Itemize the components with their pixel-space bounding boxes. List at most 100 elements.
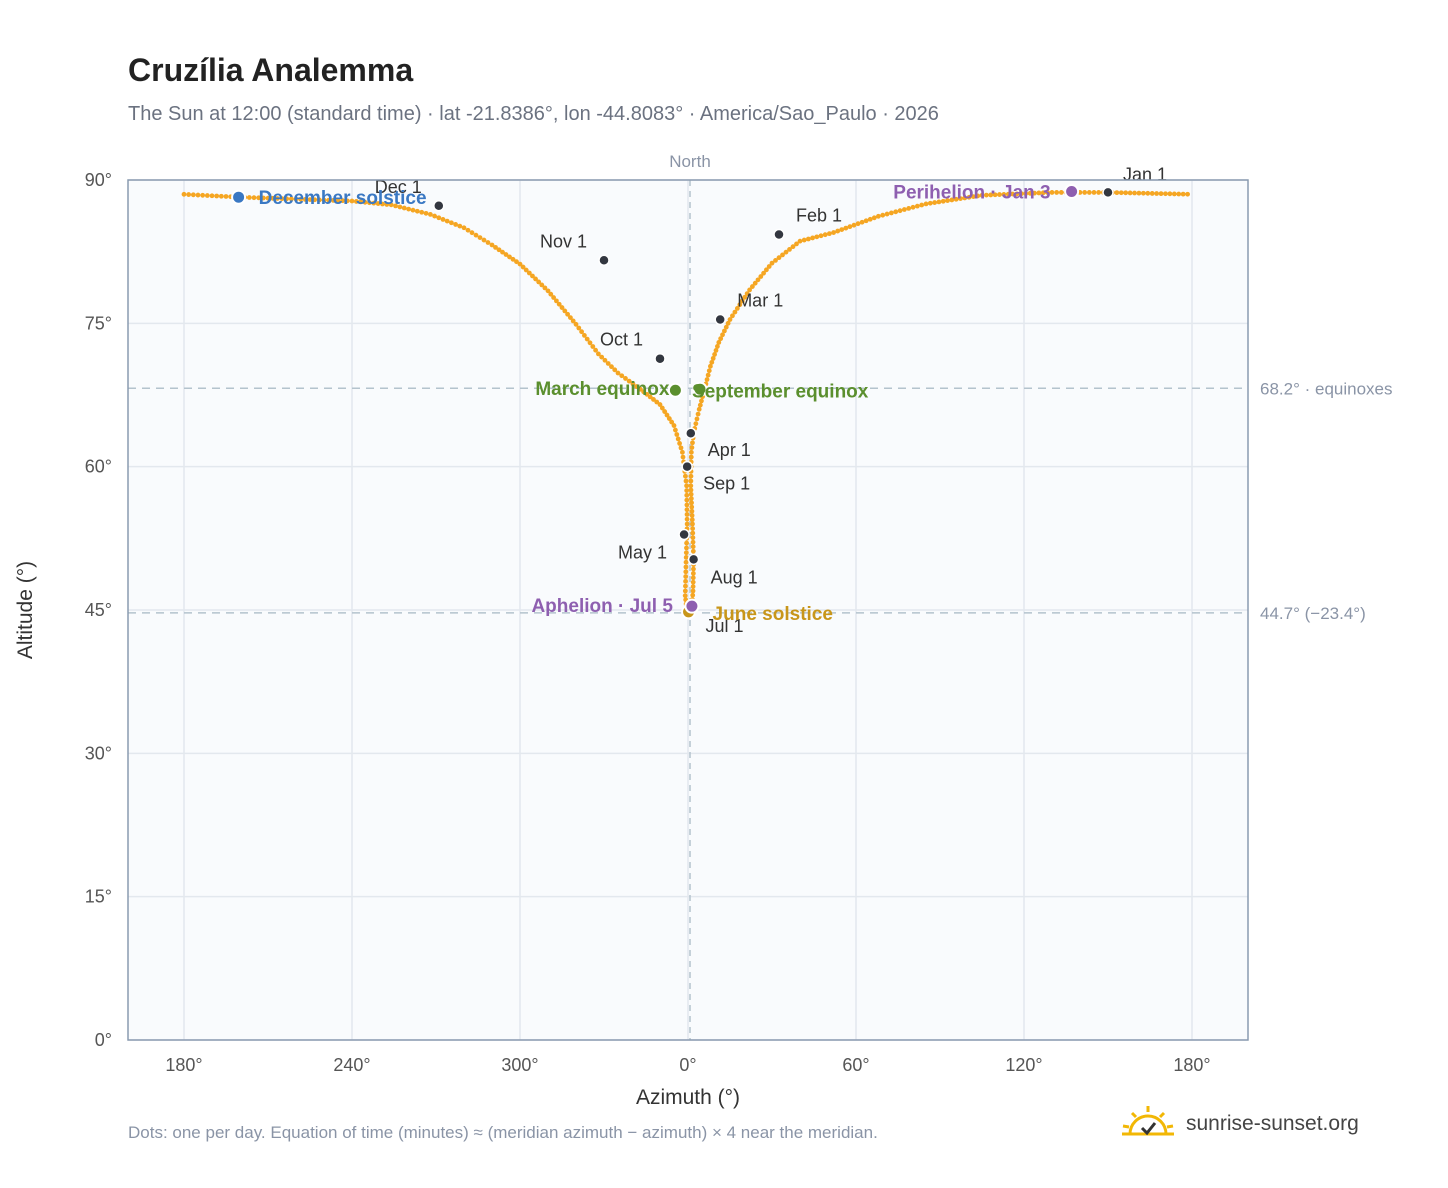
daily-dot (723, 324, 729, 330)
daily-dot (1163, 191, 1168, 197)
daily-dot (1023, 191, 1029, 196)
daily-dot (1091, 190, 1097, 195)
daily-dot (551, 295, 556, 300)
daily-dot (690, 592, 696, 598)
daily-dot (1167, 191, 1173, 197)
daily-dot (559, 305, 565, 310)
daily-dot (362, 199, 368, 205)
daily-dot (776, 255, 782, 261)
daily-dot (684, 507, 690, 513)
daily-dot (1123, 190, 1129, 196)
daily-dot (500, 249, 505, 255)
daily-dot (596, 351, 601, 357)
daily-dot (657, 402, 663, 407)
daily-dot (582, 332, 587, 338)
daily-dot (265, 195, 271, 201)
daily-dot (683, 473, 688, 479)
x-axis-ticks: 180° 240° 300° 0° 60° 120° 180° (165, 1055, 1210, 1075)
daily-dot (945, 198, 950, 203)
daily-dot (514, 259, 519, 265)
daily-dot (979, 192, 985, 198)
daily-dot (605, 361, 611, 366)
daily-dot (730, 313, 735, 319)
daily-dot (691, 566, 696, 572)
daily-dot (449, 220, 454, 226)
daily-dot (713, 348, 719, 353)
daily-dot (1014, 191, 1020, 197)
daily-dot (375, 201, 381, 206)
daily-dot (855, 221, 861, 227)
daily-dot (727, 317, 733, 322)
daily-dot (797, 238, 803, 244)
daily-dot (683, 569, 689, 575)
brand-logo[interactable]: sunrise-sunset.org (1120, 1102, 1359, 1146)
daily-dot (953, 196, 959, 202)
daily-dot (321, 197, 327, 203)
y-tick-label: 60° (85, 457, 112, 477)
daily-dot (725, 320, 731, 326)
daily-dot (1027, 190, 1033, 196)
daily-dot (619, 373, 625, 379)
daily-dot (1118, 190, 1124, 196)
daily-dot (715, 344, 720, 349)
month-marker-dot (598, 254, 610, 267)
daily-dot (436, 215, 442, 221)
daily-dot (683, 555, 689, 560)
daily-dot (293, 196, 299, 202)
daily-dot (279, 196, 285, 202)
daily-dot (871, 215, 877, 221)
y-tick-label: 0° (95, 1030, 112, 1050)
daily-dot (316, 197, 322, 203)
daily-dot (690, 548, 696, 554)
daily-dot (330, 197, 336, 203)
daily-dot (906, 206, 912, 211)
month-marker-label: Sep 1 (703, 474, 750, 494)
daily-dot (680, 449, 685, 455)
daily-dot (684, 488, 690, 493)
daily-dot (690, 526, 696, 531)
daily-dot (697, 402, 703, 408)
daily-dot (822, 232, 828, 238)
daily-dot (683, 564, 689, 570)
daily-dot (481, 237, 487, 243)
daily-dot (256, 195, 262, 201)
chart-subtitle: The Sun at 12:00 (standard time) · lat -… (128, 103, 939, 125)
daily-dot (485, 240, 491, 245)
daily-dot (326, 197, 332, 203)
month-marker-label: Aug 1 (711, 567, 758, 587)
daily-dot (664, 412, 670, 418)
daily-dot (457, 223, 463, 229)
daily-dot (755, 277, 761, 283)
daily-dot (699, 398, 704, 404)
daily-dot (209, 193, 215, 199)
daily-dot (680, 454, 686, 460)
daily-dot (570, 318, 576, 324)
daily-dot (962, 195, 968, 201)
daily-dot (590, 344, 596, 349)
month-marker-dot (714, 313, 726, 326)
daily-dot (769, 260, 775, 266)
daily-dot (428, 212, 433, 217)
daily-dot (694, 416, 700, 422)
daily-dot (647, 394, 653, 400)
daily-dot (251, 195, 257, 201)
daily-dot (690, 588, 696, 594)
daily-dot (690, 521, 695, 527)
daily-dot (353, 199, 359, 204)
daily-dot (1127, 190, 1133, 196)
month-marker-label: Dec 1 (375, 177, 422, 197)
event-marker-label: December solstice (259, 188, 427, 209)
daily-dot (764, 267, 769, 273)
month-marker-dot (687, 553, 700, 566)
daily-dot (602, 357, 608, 363)
daily-dot (752, 280, 758, 286)
event-marker-dot (1064, 183, 1080, 199)
daily-dot (682, 593, 688, 599)
daily-dot (599, 354, 605, 360)
daily-dot (307, 197, 313, 202)
month-marker-label: Jan 1 (1123, 164, 1167, 184)
daily-dot (388, 202, 394, 208)
daily-dot (666, 416, 672, 421)
footnote: Dots: one per day. Equation of time (min… (128, 1123, 878, 1142)
